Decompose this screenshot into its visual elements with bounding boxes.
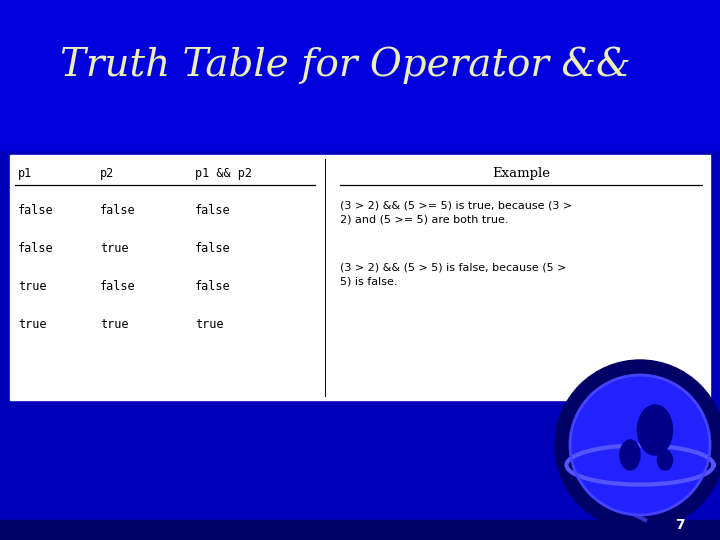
Text: false: false: [18, 204, 53, 217]
Text: (3 > 2) && (5 > 5) is false, because (5 >
5) is false.: (3 > 2) && (5 > 5) is false, because (5 …: [340, 262, 567, 286]
Text: 7: 7: [675, 518, 685, 532]
Circle shape: [555, 360, 720, 530]
Text: false: false: [18, 241, 53, 254]
Bar: [0, 0, 720, 150]
Text: false: false: [195, 241, 230, 254]
Text: false: false: [195, 280, 230, 293]
Text: true: true: [18, 280, 47, 293]
Text: (3 > 2) && (5 >= 5) is true, because (3 >
2) and (5 >= 5) are both true.: (3 > 2) && (5 >= 5) is true, because (3 …: [340, 200, 572, 224]
Text: true: true: [100, 318, 128, 330]
Circle shape: [570, 375, 710, 515]
Text: Example: Example: [492, 166, 550, 179]
Bar: [0, 520, 720, 540]
Text: true: true: [18, 318, 47, 330]
Text: false: false: [100, 204, 135, 217]
Text: false: false: [195, 204, 230, 217]
Text: p1 && p2: p1 && p2: [195, 166, 252, 179]
Bar: [10, 155, 710, 400]
Text: p2: p2: [100, 166, 114, 179]
Text: false: false: [100, 280, 135, 293]
Ellipse shape: [637, 405, 672, 455]
Text: Truth Table for Operator &&: Truth Table for Operator &&: [60, 46, 631, 84]
Text: true: true: [100, 241, 128, 254]
Ellipse shape: [620, 440, 640, 470]
Text: true: true: [195, 318, 223, 330]
Text: p1: p1: [18, 166, 32, 179]
Ellipse shape: [657, 450, 672, 470]
